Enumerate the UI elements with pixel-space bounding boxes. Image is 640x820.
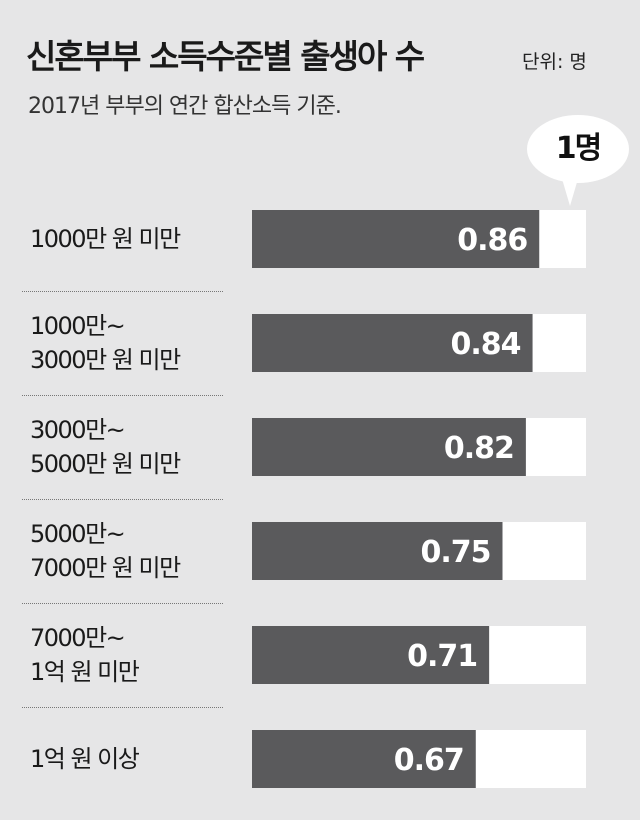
category-label: 1000만 원 미만: [30, 225, 181, 253]
bar: [252, 730, 476, 788]
bar: [252, 210, 540, 268]
bar: [252, 418, 526, 476]
row-separator: [22, 291, 223, 292]
row-separator: [22, 707, 223, 708]
unit-label: 단위: 명: [522, 51, 587, 73]
bar: [252, 314, 533, 372]
category-label: 1억 원 이상: [30, 745, 140, 773]
reference-callout-tail: [560, 172, 580, 206]
value-label: 0.82: [444, 431, 514, 466]
chart-subtitle: 2017년 부부의 연간 합산소득 기준.: [28, 94, 342, 119]
category-label: 3000만~ 5000만 원 미만: [30, 416, 181, 478]
row-separator: [22, 395, 223, 396]
value-label: 0.67: [394, 743, 464, 778]
bar: [252, 626, 490, 684]
value-label: 0.84: [451, 327, 521, 362]
reference-callout-bubble: [527, 115, 629, 183]
bar: [252, 522, 503, 580]
reference-callout-label: 1명: [555, 131, 602, 166]
category-label: 5000만~ 7000만 원 미만: [30, 520, 181, 582]
row-separator: [22, 603, 223, 604]
value-label: 0.86: [457, 223, 527, 258]
row-separator: [22, 499, 223, 500]
category-label: 7000만~ 1억 원 미만: [30, 624, 140, 686]
value-label: 0.75: [420, 535, 490, 570]
value-label: 0.71: [407, 639, 477, 674]
category-label: 1000만~ 3000만 원 미만: [30, 312, 181, 374]
chart-title: 신혼부부 소득수준별 출생아 수: [26, 37, 425, 76]
